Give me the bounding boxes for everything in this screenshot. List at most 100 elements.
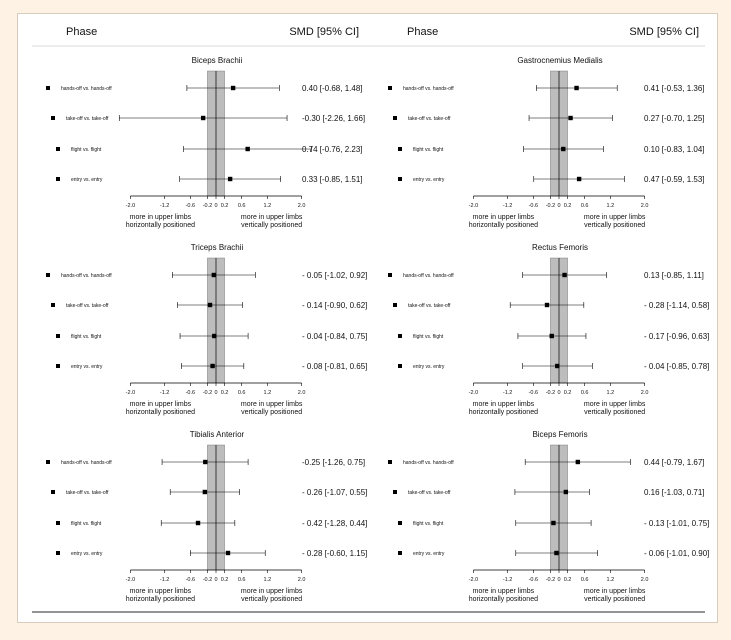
row-label-gastrocnemius-medialis: flight vs. flight: [413, 147, 444, 153]
panel-title-tibialis-anterior: Tibialis Anterior: [190, 430, 245, 439]
x-tick-label-tibialis-anterior: -2.0: [126, 577, 135, 583]
note-left-2-biceps-brachii: horizontally positioned: [126, 222, 195, 229]
point-estimate-triceps-brachii: [207, 302, 213, 308]
note-right-2-biceps-femoris: vertically positioned: [584, 596, 645, 603]
point-estimate-biceps-femoris: [551, 520, 556, 526]
x-tick-label-biceps-brachii: 0.6: [238, 203, 246, 209]
panel-title-rectus-femoris: Rectus Femoris: [532, 243, 588, 252]
smd-value-biceps-femoris: - 0.06 [-1.01, 0.90]: [644, 549, 709, 558]
row-marker-tibialis-anterior: [46, 460, 50, 464]
x-tick-label-gastrocnemius-medialis: -0.2: [546, 203, 555, 209]
x-tick-label-triceps-brachii: 0.6: [238, 390, 246, 396]
point-estimate-gastrocnemius-medialis: [568, 115, 573, 121]
panel-title-biceps-femoris: Biceps Femoris: [532, 430, 587, 439]
row-marker-biceps-femoris: [388, 460, 392, 464]
point-estimate-biceps-brachii: [200, 115, 206, 121]
point-estimate-biceps-brachii: [245, 146, 250, 152]
note-right-2-triceps-brachii: vertically positioned: [241, 409, 302, 416]
x-tick-label-rectus-femoris: 1.2: [607, 390, 615, 396]
row-marker-triceps-brachii: [56, 334, 60, 338]
point-estimate-biceps-femoris: [554, 550, 559, 556]
smd-value-biceps-brachii: -0.30 [-2.26, 1.66]: [302, 114, 365, 123]
row-marker-biceps-femoris: [398, 521, 402, 525]
row-label-biceps-brachii: hands-off vs. hands-off: [61, 86, 112, 92]
x-tick-label-rectus-femoris: 0.6: [581, 390, 589, 396]
row-marker-biceps-brachii: [51, 116, 55, 120]
smd-value-biceps-brachii: 0.40 [-0.68, 1.48]: [302, 84, 363, 93]
row-marker-triceps-brachii: [56, 364, 60, 368]
smd-value-biceps-brachii: 0.74 [-0.76, 2.23]: [302, 145, 363, 154]
row-marker-biceps-femoris: [393, 490, 397, 494]
note-right-1-triceps-brachii: more in upper limbs: [241, 401, 303, 408]
x-tick-label-biceps-femoris: -0.6: [529, 577, 538, 583]
row-label-rectus-femoris: flight vs. flight: [413, 334, 444, 340]
row-marker-gastrocnemius-medialis: [393, 116, 397, 120]
row-marker-gastrocnemius-medialis: [398, 147, 402, 151]
x-tick-label-gastrocnemius-medialis: -2.0: [469, 203, 478, 209]
note-right-1-rectus-femoris: more in upper limbs: [584, 401, 646, 408]
x-tick-label-biceps-brachii: -1.2: [160, 203, 169, 209]
x-tick-label-triceps-brachii: -0.6: [186, 390, 195, 396]
x-tick-label-gastrocnemius-medialis: 0: [557, 203, 560, 209]
row-marker-biceps-femoris: [398, 551, 402, 555]
point-estimate-biceps-femoris: [563, 489, 569, 495]
x-tick-label-biceps-brachii: 0.2: [221, 203, 229, 209]
smd-value-triceps-brachii: - 0.08 [-0.81, 0.65]: [302, 362, 367, 371]
smd-value-gastrocnemius-medialis: 0.41 [-0.53, 1.36]: [644, 84, 705, 93]
x-tick-label-biceps-femoris: 0.6: [581, 577, 589, 583]
row-label-tibialis-anterior: hands-off vs. hands-off: [61, 460, 112, 466]
row-marker-rectus-femoris: [398, 334, 402, 338]
row-marker-triceps-brachii: [46, 273, 50, 277]
note-right-1-gastrocnemius-medialis: more in upper limbs: [584, 214, 646, 221]
point-estimate-gastrocnemius-medialis: [561, 146, 566, 152]
row-label-biceps-femoris: flight vs. flight: [413, 521, 444, 527]
note-left-1-triceps-brachii: more in upper limbs: [130, 401, 192, 408]
point-estimate-rectus-femoris: [555, 363, 560, 369]
x-tick-label-triceps-brachii: 2.0: [298, 390, 306, 396]
note-right-2-biceps-brachii: vertically positioned: [241, 222, 302, 229]
row-label-gastrocnemius-medialis: entry vs. entry: [413, 177, 445, 183]
row-marker-biceps-brachii: [56, 147, 60, 151]
point-estimate-triceps-brachii: [212, 333, 217, 339]
row-marker-biceps-brachii: [56, 177, 60, 181]
point-estimate-tibialis-anterior: [202, 489, 208, 495]
smd-value-biceps-brachii: 0.33 [-0.85, 1.51]: [302, 175, 363, 184]
point-estimate-gastrocnemius-medialis: [574, 85, 579, 91]
smd-value-tibialis-anterior: - 0.42 [-1.28, 0.44]: [302, 519, 367, 528]
note-left-2-triceps-brachii: horizontally positioned: [126, 409, 195, 416]
x-tick-label-tibialis-anterior: 2.0: [298, 577, 306, 583]
x-tick-label-biceps-brachii: -2.0: [126, 203, 135, 209]
row-label-rectus-femoris: entry vs. entry: [413, 364, 445, 370]
row-marker-biceps-brachii: [46, 86, 50, 90]
point-estimate-biceps-brachii: [227, 176, 233, 182]
row-label-biceps-femoris: entry vs. entry: [413, 551, 445, 557]
row-label-biceps-femoris: take-off vs. take-off: [408, 490, 451, 496]
x-tick-label-rectus-femoris: -0.6: [529, 390, 538, 396]
smd-value-triceps-brachii: - 0.04 [-0.84, 0.75]: [302, 332, 367, 341]
smd-value-rectus-femoris: - 0.17 [-0.96, 0.63]: [644, 332, 709, 341]
point-estimate-rectus-femoris: [549, 333, 554, 339]
note-right-2-gastrocnemius-medialis: vertically positioned: [584, 222, 645, 229]
smd-value-rectus-femoris: - 0.28 [-1.14, 0.58]: [644, 301, 709, 310]
x-tick-label-tibialis-anterior: 0.6: [238, 577, 246, 583]
x-tick-label-rectus-femoris: -2.0: [469, 390, 478, 396]
row-label-biceps-femoris: hands-off vs. hands-off: [403, 460, 454, 466]
x-tick-label-biceps-brachii: 2.0: [298, 203, 306, 209]
x-tick-label-biceps-femoris: 0: [557, 577, 560, 583]
x-tick-label-biceps-femoris: -2.0: [469, 577, 478, 583]
note-left-2-biceps-femoris: horizontally positioned: [469, 596, 538, 603]
note-left-1-gastrocnemius-medialis: more in upper limbs: [473, 214, 535, 221]
note-left-1-tibialis-anterior: more in upper limbs: [130, 588, 192, 595]
row-marker-triceps-brachii: [51, 303, 55, 307]
x-tick-label-tibialis-anterior: 0.2: [221, 577, 229, 583]
row-label-biceps-brachii: flight vs. flight: [71, 147, 102, 153]
row-marker-rectus-femoris: [388, 273, 392, 277]
row-label-gastrocnemius-medialis: hands-off vs. hands-off: [403, 86, 454, 92]
smd-value-tibialis-anterior: - 0.26 [-1.07, 0.55]: [302, 488, 367, 497]
smd-value-triceps-brachii: - 0.14 [-0.90, 0.62]: [302, 301, 367, 310]
note-left-1-rectus-femoris: more in upper limbs: [473, 401, 535, 408]
note-left-1-biceps-brachii: more in upper limbs: [130, 214, 192, 221]
smd-value-rectus-femoris: 0.13 [-0.85, 1.11]: [644, 271, 704, 280]
panel-title-biceps-brachii: Biceps Brachii: [192, 56, 243, 65]
x-tick-label-biceps-brachii: -0.2: [203, 203, 212, 209]
